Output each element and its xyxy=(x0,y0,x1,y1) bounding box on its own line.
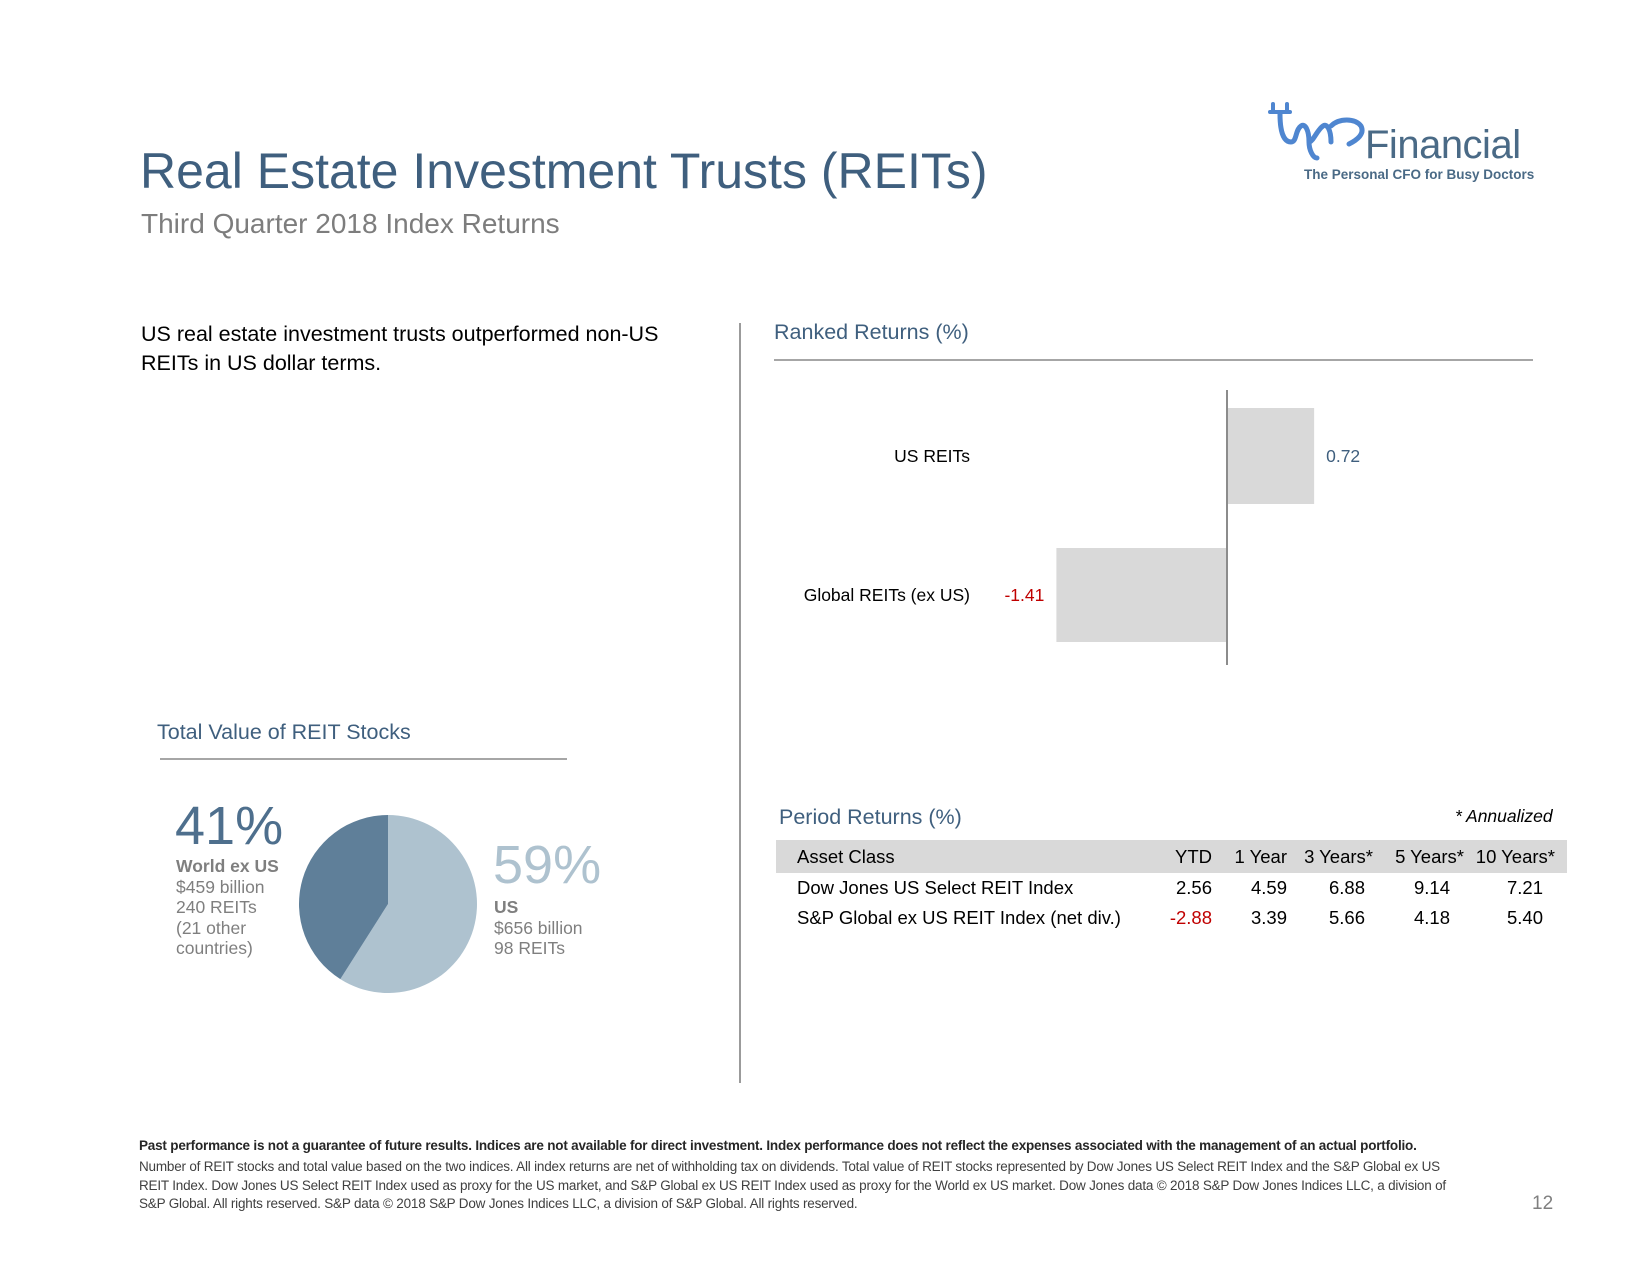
ranked-returns-chart: US REITs 0.72 Global REITs (ex US) -1.41 xyxy=(804,390,1360,665)
us-label: US xyxy=(494,897,519,917)
world-ex-us-note: (21 other countries) xyxy=(176,917,253,959)
intro-text: US real estate investment trusts outperf… xyxy=(141,322,659,375)
vertical-divider xyxy=(739,323,741,1083)
header-1-year: 1 Year xyxy=(1212,840,1287,873)
data-label: 0.72 xyxy=(1326,446,1360,466)
header-3-years: 3 Years* xyxy=(1287,840,1373,873)
table-header-row: Asset Class YTD 1 Year 3 Years* 5 Years*… xyxy=(776,840,1567,873)
cell-10-years: 5.40 xyxy=(1506,907,1543,928)
period-returns-title: Period Returns (%) xyxy=(779,805,962,829)
world-ex-us-details: World ex US $459 billion 240 REITs (21 o… xyxy=(176,856,296,959)
period-returns-table: Asset Class YTD 1 Year 3 Years* 5 Years*… xyxy=(776,840,1567,933)
disclaimer-text: Number of REIT stocks and total value ba… xyxy=(139,1159,1446,1211)
us-value: $656 billion xyxy=(494,917,583,938)
cell-3-years: 6.88 xyxy=(1328,877,1365,898)
header-5-years: 5 Years* xyxy=(1373,840,1464,873)
page-title: Real Estate Investment Trusts (REITs) xyxy=(140,143,988,199)
cell-5-years: 4.18 xyxy=(1413,907,1450,928)
header-asset-class: Asset Class xyxy=(776,840,1151,873)
cell-10-years: 7.21 xyxy=(1506,877,1543,898)
world-ex-us-percent: 41% xyxy=(175,796,284,856)
cell-5-years: 9.14 xyxy=(1413,877,1450,898)
category-label: Global REITs (ex US) xyxy=(804,585,970,605)
us-count: 98 REITs xyxy=(494,938,565,958)
world-ex-us-count: 240 REITs xyxy=(176,897,257,917)
disclaimer-bold: Past performance is not a guarantee of f… xyxy=(139,1138,1417,1153)
cell-3-years: 5.66 xyxy=(1328,907,1365,928)
us-details: US $656 billion 98 REITs xyxy=(494,897,634,959)
table-row: S&P Global ex US REIT Index (net div.) -… xyxy=(776,903,1567,933)
row-asset-name: S&P Global ex US REIT Index (net div.) xyxy=(797,907,1121,928)
annualized-note: * Annualized xyxy=(1455,806,1553,826)
world-ex-us-value: $459 billion xyxy=(176,876,265,897)
pie-slice-us xyxy=(340,815,477,993)
cell-ytd: -2.88 xyxy=(1169,907,1212,928)
table-row: Dow Jones US Select REIT Index 2.56 4.59… xyxy=(776,873,1567,903)
logo-wordmark: Financial xyxy=(1365,123,1521,167)
cell-1-year: 4.59 xyxy=(1250,877,1287,898)
category-label: US REITs xyxy=(894,446,970,466)
total-value-title: Total Value of REIT Stocks xyxy=(157,720,411,744)
us-percent: 59% xyxy=(493,835,602,895)
ranked-returns-title: Ranked Returns (%) xyxy=(774,320,969,344)
header-10-years: 10 Years* xyxy=(1464,840,1567,873)
world-ex-us-label: World ex US xyxy=(176,856,279,876)
total-value-rule xyxy=(160,758,567,760)
logo-tagline: The Personal CFO for Busy Doctors xyxy=(1304,167,1535,182)
logo-tooth-icon xyxy=(1268,102,1365,161)
row-asset-name: Dow Jones US Select REIT Index xyxy=(797,877,1074,898)
cell-ytd: 2.56 xyxy=(1175,877,1212,898)
header-ytd: YTD xyxy=(1151,840,1212,873)
bar-0 xyxy=(1227,408,1315,504)
bar-1 xyxy=(1056,548,1227,642)
data-label: -1.41 xyxy=(1004,585,1044,605)
page-number: 12 xyxy=(1532,1193,1554,1214)
total-value-pie xyxy=(299,815,477,993)
pie-slice-world-ex-us xyxy=(299,815,388,980)
cell-1-year: 3.39 xyxy=(1250,907,1287,928)
ranked-returns-rule xyxy=(774,359,1533,361)
page-subtitle: Third Quarter 2018 Index Returns xyxy=(141,208,560,239)
